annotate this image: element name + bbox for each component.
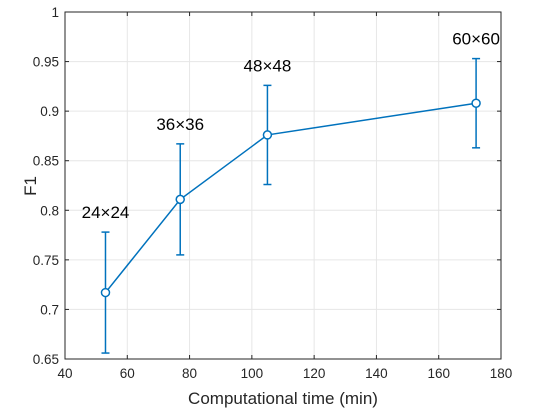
point-label: 36×36 — [156, 115, 204, 134]
x-tick-label: 40 — [57, 366, 72, 381]
y-tick-labels: 0.65 0.7 0.75 0.8 0.85 0.9 0.95 1 — [33, 5, 59, 367]
x-tick-label: 80 — [182, 366, 197, 381]
x-tick-label: 100 — [241, 366, 264, 381]
plot-area — [65, 12, 501, 359]
x-tick-label: 140 — [365, 366, 388, 381]
series — [100, 57, 481, 354]
point-label: 60×60 — [452, 30, 500, 49]
annotations: 24×24 36×36 48×48 60×60 — [82, 30, 500, 222]
x-tick-label: 120 — [303, 366, 326, 381]
point-label: 24×24 — [82, 203, 130, 222]
y-tick-label: 0.7 — [40, 302, 59, 317]
data-point — [175, 194, 185, 205]
x-tick-labels: 40 60 80 100 120 140 160 180 — [57, 366, 512, 381]
x-tick-label: 180 — [490, 366, 513, 381]
axes-box — [64, 11, 502, 360]
y-tick-label: 0.75 — [33, 253, 59, 268]
point-label: 48×48 — [244, 56, 292, 75]
data-point — [471, 98, 481, 108]
y-tick-label: 0.9 — [40, 104, 59, 119]
y-tick-label: 1 — [51, 5, 59, 20]
x-axis-title: Computational time (min) — [188, 389, 378, 408]
x-tick-label: 60 — [120, 366, 135, 381]
x-tick-label: 160 — [427, 366, 450, 381]
series-line — [104, 102, 477, 294]
y-tick-label: 0.95 — [33, 55, 59, 70]
axes — [64, 11, 502, 360]
y-tick-label: 0.8 — [40, 203, 59, 218]
y-axis-title: F1 — [21, 176, 40, 196]
y-tick-label: 0.85 — [33, 154, 59, 169]
y-tick-label: 0.65 — [33, 352, 59, 367]
data-point — [100, 287, 111, 298]
data-point — [262, 130, 273, 140]
